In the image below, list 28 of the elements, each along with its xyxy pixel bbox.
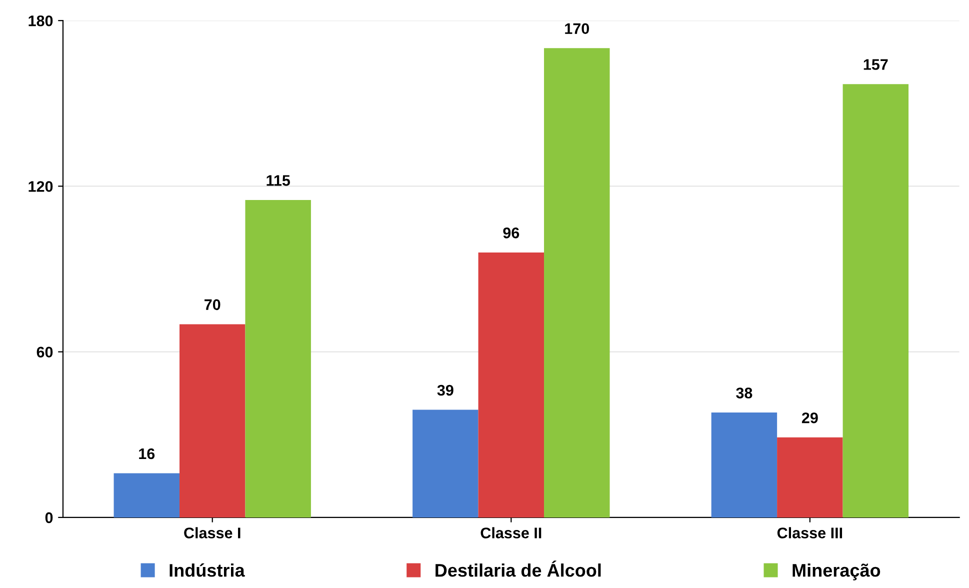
bar bbox=[412, 410, 478, 518]
data-label: 115 bbox=[266, 175, 290, 186]
data-label: 96 bbox=[503, 228, 520, 238]
data-label: 29 bbox=[802, 412, 818, 424]
bar bbox=[245, 200, 311, 518]
data-label: 157 bbox=[864, 59, 888, 70]
bar bbox=[180, 324, 246, 518]
data-label: 39 bbox=[437, 384, 454, 396]
legend-label: Mineração bbox=[792, 564, 880, 580]
bar bbox=[114, 473, 180, 518]
data-label: 16 bbox=[139, 448, 155, 460]
bar bbox=[478, 252, 544, 518]
bar bbox=[842, 84, 909, 518]
bar bbox=[777, 437, 843, 518]
x-tick-label: Classe III bbox=[777, 527, 842, 538]
y-tick-label: 120 bbox=[28, 181, 53, 192]
x-tick-label: Classe II bbox=[480, 527, 542, 538]
bar bbox=[711, 412, 778, 518]
y-tick-label: 0 bbox=[45, 512, 53, 524]
y-tick-label: 60 bbox=[36, 346, 53, 358]
y-tick-label: 180 bbox=[28, 15, 53, 26]
data-label: 38 bbox=[736, 388, 752, 398]
legend-label: Indústria bbox=[170, 563, 245, 577]
legend-label: Destilaria de Álcool bbox=[436, 560, 601, 577]
data-label: 170 bbox=[565, 23, 589, 34]
x-tick-label: Classe I bbox=[184, 527, 240, 538]
data-label: 70 bbox=[204, 299, 220, 310]
bar bbox=[544, 48, 610, 518]
